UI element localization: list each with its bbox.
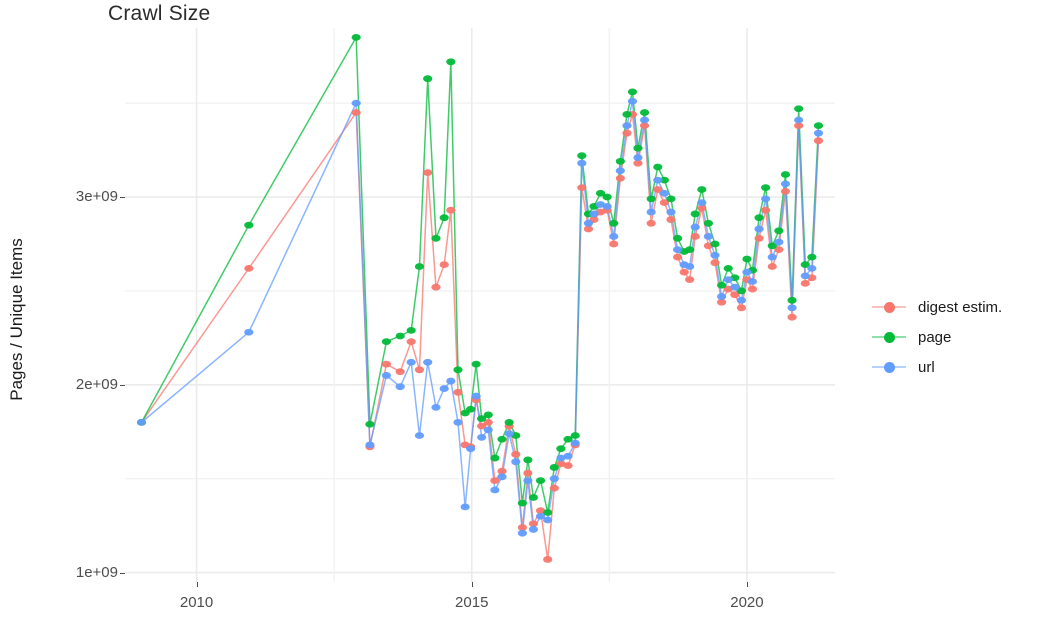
- x-tick-mark: [471, 582, 473, 587]
- y-tick-mark: [120, 197, 125, 199]
- y-tick-label: 2e+09: [75, 375, 118, 393]
- x-tick-mark: [196, 582, 198, 587]
- x-tick-mark: [746, 582, 748, 587]
- legend-label: page: [918, 328, 952, 346]
- plot-panel: [125, 28, 835, 582]
- x-tick-label: 2010: [179, 594, 214, 611]
- plot-svg: [125, 28, 835, 582]
- legend-key-icon: [872, 297, 906, 317]
- x-tick-label: 2020: [730, 594, 764, 611]
- legend-key-icon: [872, 357, 906, 377]
- y-tick-mark: [120, 384, 125, 386]
- legend-dot-swatch: [884, 332, 895, 343]
- page-title: Crawl Size: [108, 2, 211, 25]
- legend-dot-swatch: [884, 362, 895, 373]
- legend-item-digest[interactable]: digest estim.: [872, 292, 1052, 322]
- legend-label: digest estim.: [918, 298, 1003, 316]
- legend: digest estim. page url: [872, 292, 1052, 382]
- legend-item-url[interactable]: url: [872, 352, 1052, 382]
- legend-label: url: [918, 358, 935, 376]
- x-tick-label: 2015: [455, 594, 489, 611]
- legend-dot-swatch: [884, 302, 895, 313]
- y-tick-mark: [120, 572, 125, 574]
- y-tick-label: 1e+09: [75, 563, 118, 581]
- legend-key-icon: [872, 327, 906, 347]
- y-tick-label: 3e+09: [75, 188, 118, 206]
- y-axis-label: Pages / Unique Items: [7, 238, 26, 401]
- legend-item-page[interactable]: page: [872, 322, 1052, 352]
